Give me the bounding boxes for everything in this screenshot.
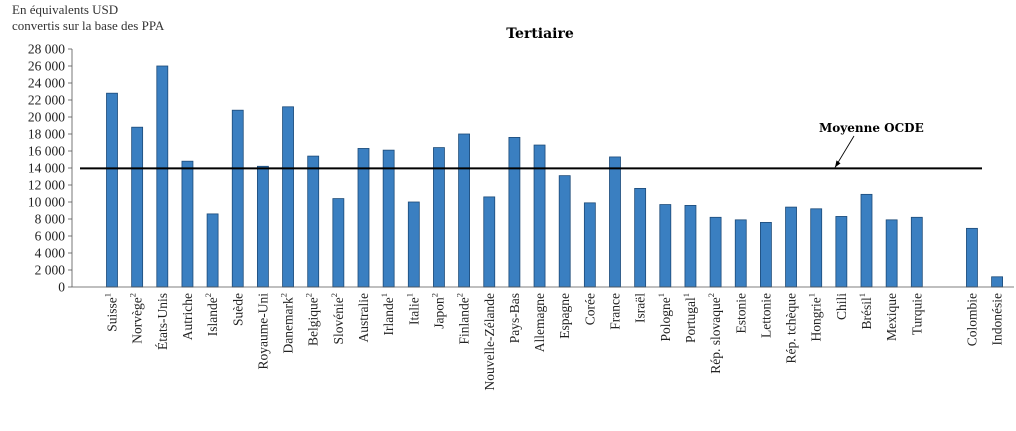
bar [156, 65, 169, 288]
y-tick-label: 4 000 [35, 246, 66, 261]
x-axis: Suisse1 Norvège2 États-Unis Autriche Islande… [72, 286, 1014, 390]
bar [181, 160, 194, 288]
category-label: Israël [633, 293, 648, 323]
y-tick-label: 0 [58, 280, 65, 295]
category-label: Royaume-Uni [255, 293, 270, 370]
bar [659, 204, 672, 288]
bar [634, 187, 647, 288]
category-label: Irlande1 [379, 293, 396, 335]
bar [407, 201, 420, 288]
category-label: Japon2 [429, 293, 446, 329]
category-label: Brésil1 [857, 293, 874, 330]
category-label: Chili [834, 293, 849, 320]
bar [458, 133, 471, 288]
y-axis-unit-label: En équivalents USD convertis sur la base… [12, 2, 164, 34]
category-label: Pologne1 [656, 293, 673, 342]
bar [483, 196, 496, 288]
bar [734, 219, 747, 288]
category-label: Mexique [884, 293, 899, 341]
category-label: États-Unis [155, 293, 170, 350]
bar [609, 156, 621, 288]
bar [256, 165, 269, 288]
category-label: Danemark2 [279, 293, 296, 353]
category-label: Corée [582, 293, 597, 325]
category-label: Islande2 [203, 293, 220, 336]
category-label: Australie [356, 293, 371, 343]
bar [508, 136, 521, 288]
y-tick-label: 28 000 [28, 42, 65, 57]
bar [684, 204, 697, 288]
bar [206, 213, 219, 288]
oecd-average: Moyenne OCDE [80, 121, 982, 170]
bar [991, 276, 1003, 288]
category-label: Slovénie2 [329, 293, 346, 345]
bar [810, 208, 823, 288]
category-label: France [608, 293, 623, 330]
category-label: Suède [230, 293, 245, 326]
category-label: Pays-Bas [507, 293, 522, 343]
y-tick-label: 14 000 [28, 161, 65, 176]
category-label: Lettonie [758, 293, 773, 338]
category-label: Suisse1 [103, 293, 120, 332]
y-tick-label: 18 000 [28, 127, 65, 142]
y-tick-label: 24 000 [28, 76, 65, 91]
bar [910, 216, 923, 288]
y-tick-label: 6 000 [35, 229, 66, 244]
bar [231, 109, 244, 288]
bar [106, 92, 118, 288]
category-label: Nouvelle-Zélande [482, 293, 497, 390]
y-tick-label: 16 000 [28, 144, 65, 159]
category-label: Norvège2 [128, 293, 145, 344]
oecd-average-arrowhead [835, 160, 841, 168]
category-label: Allemagne [532, 293, 547, 352]
category-label: Hongrie1 [807, 293, 824, 342]
y-tick-label: 26 000 [28, 59, 65, 74]
bar [332, 198, 345, 288]
unit-label-line-2: convertis sur la base des PPA [12, 18, 165, 33]
bar-series [106, 65, 1003, 288]
bar [835, 216, 848, 288]
bar [558, 175, 571, 288]
category-label: Rép. slovaque2 [706, 293, 723, 374]
category-label: Indonésie [990, 293, 1005, 345]
oecd-average-label: Moyenne OCDE [819, 121, 924, 135]
category-label: Portugal1 [681, 293, 698, 343]
y-tick-label: 12 000 [28, 178, 65, 193]
category-label: Finlande2 [455, 293, 472, 345]
bar [282, 106, 294, 288]
unit-label-line-1: En équivalents USD [12, 2, 119, 17]
y-axis: 0 2 000 4 000 6 000 8 000 10 000 12 000 14 000 1… [28, 42, 73, 295]
y-tick-label: 10 000 [28, 195, 65, 210]
bar [382, 149, 395, 288]
bar [533, 144, 546, 288]
bar [885, 219, 898, 288]
y-tick-label: 22 000 [28, 93, 65, 108]
y-tick-label: 2 000 [35, 263, 66, 278]
category-label: Turquie [909, 293, 924, 335]
category-label: Espagne [557, 293, 572, 339]
bar [860, 193, 873, 288]
bar [709, 216, 722, 288]
y-tick-label: 8 000 [35, 212, 66, 227]
bar [583, 202, 596, 288]
y-tick-label: 20 000 [28, 110, 65, 125]
bar [785, 206, 797, 288]
category-label: Italie1 [404, 293, 421, 325]
category-label: Autriche [180, 293, 195, 340]
bar [966, 227, 978, 288]
bar [131, 126, 144, 288]
category-label: Estonie [733, 293, 748, 334]
category-label: Belgique2 [304, 293, 321, 346]
bar [760, 221, 772, 288]
bar [307, 155, 320, 288]
category-label: Rép. tchèque [784, 293, 799, 363]
chart-title: Tertiaire [506, 26, 574, 42]
category-label: Colombie [964, 293, 979, 346]
